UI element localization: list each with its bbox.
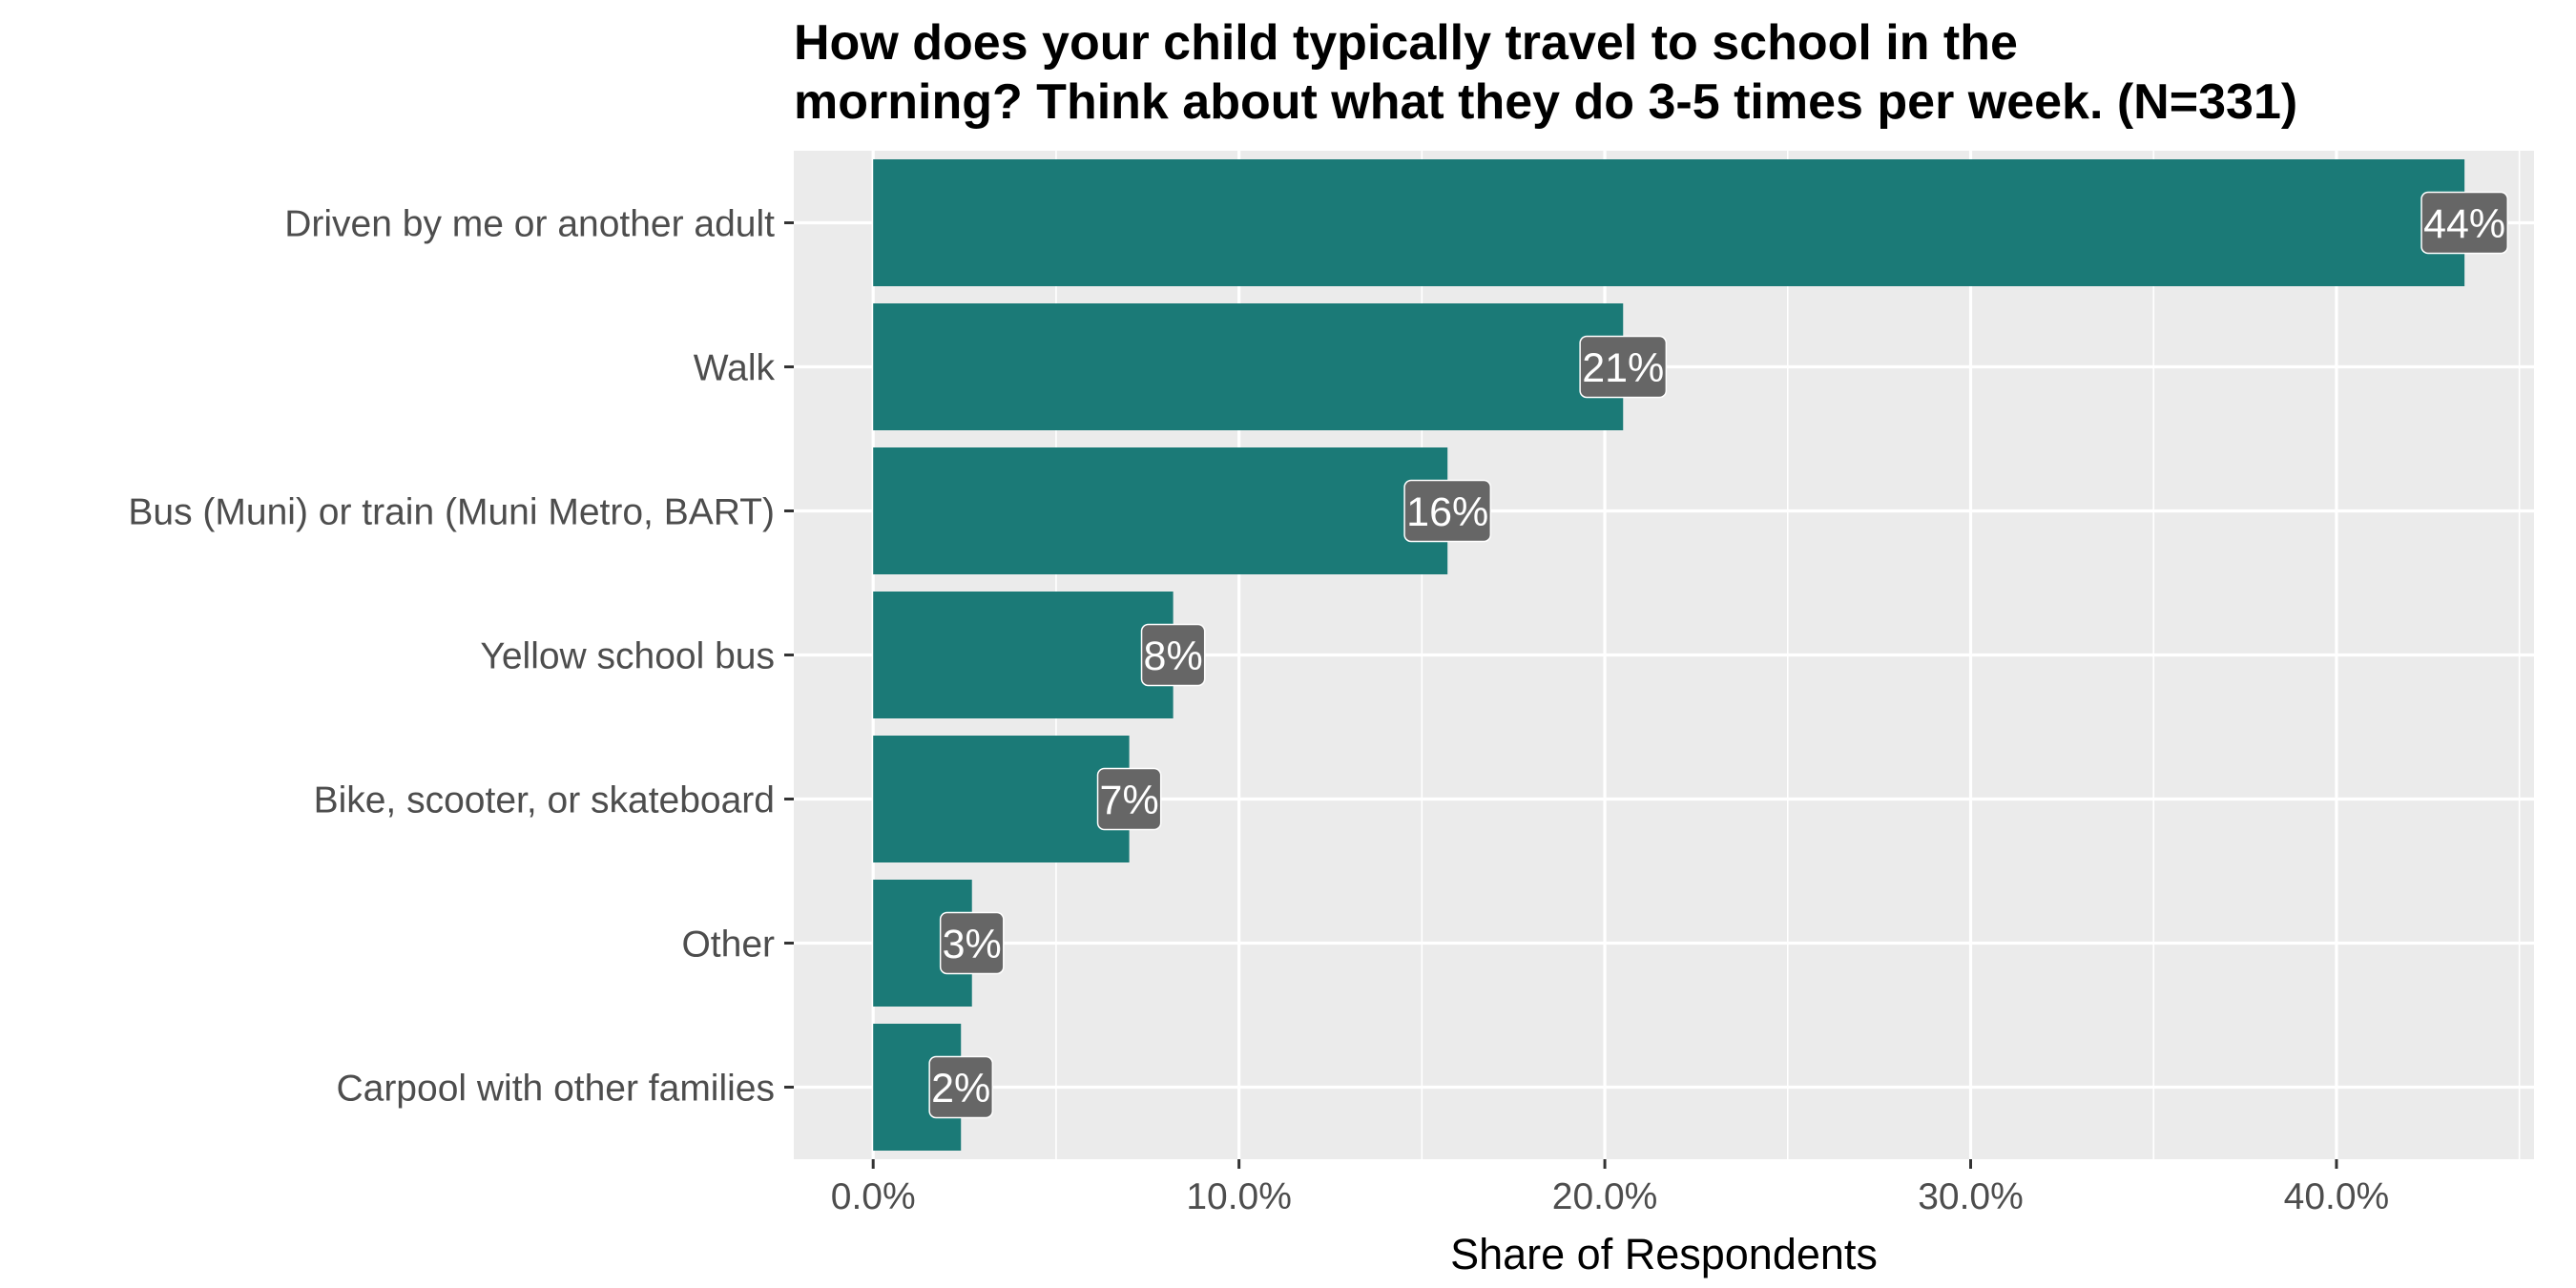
data-label: 44% [2420, 191, 2509, 255]
y-tick-label: Yellow school bus [480, 636, 775, 677]
y-tick-label: Driven by me or another adult [284, 204, 775, 245]
y-tick-label: Other [681, 924, 775, 966]
data-label: 21% [1579, 335, 1668, 399]
x-tick-label: 0.0% [831, 1176, 916, 1217]
data-label-box [1579, 335, 1668, 399]
chart-title-line-1: How does your child typically travel to … [794, 15, 2018, 71]
data-label-text: 16% [1406, 489, 1488, 535]
chart-title: How does your child typically travel to … [794, 13, 2511, 132]
y-tick-label: Carpool with other families [336, 1069, 775, 1110]
data-label: 16% [1403, 479, 1492, 543]
data-label-text: 7% [1100, 778, 1159, 823]
bar [873, 303, 1624, 430]
data-label-box [939, 911, 1005, 975]
data-label-box [1403, 479, 1492, 543]
x-axis: 0.0% 10.0% 20.0% 30.0% 40.0% [831, 1159, 2389, 1217]
y-tick-label: Walk [694, 348, 776, 389]
data-label-text: 21% [1582, 345, 1664, 391]
y-axis: Driven by me or another adult Walk Bus (Mu… [128, 204, 794, 1110]
data-label-box [1096, 767, 1162, 831]
x-tick-label: 20.0% [1552, 1176, 1658, 1217]
bar [873, 592, 1174, 718]
y-tick-label: Bus (Muni) or train (Muni Metro, BART) [128, 492, 775, 533]
data-label-box [1140, 623, 1206, 687]
data-label-text: 44% [2423, 201, 2505, 247]
data-label-box [928, 1055, 994, 1119]
data-label: 3% [939, 911, 1005, 975]
y-tick-label: Bike, scooter, or skateboard [314, 780, 775, 821]
data-label: 8% [1140, 623, 1206, 687]
bars [873, 159, 2465, 1151]
data-label-text: 8% [1144, 634, 1203, 679]
data-label: 7% [1096, 767, 1162, 831]
bar [873, 159, 2465, 286]
data-label-text: 3% [943, 922, 1002, 967]
bar [873, 447, 1448, 574]
data-label-text: 2% [931, 1066, 990, 1111]
data-labels: 44% 21% 16% 8% 7% 3% 2% [928, 191, 2509, 1119]
chart-title-line-2: morning? Think about what they do 3-5 ti… [794, 74, 2298, 130]
x-tick-label: 10.0% [1186, 1176, 1292, 1217]
x-tick-label: 40.0% [2284, 1176, 2390, 1217]
bar [873, 736, 1130, 862]
x-tick-label: 30.0% [1918, 1176, 2024, 1217]
x-axis-title: Share of Respondents [1450, 1230, 1878, 1278]
data-label-box [2420, 191, 2509, 255]
data-label: 2% [928, 1055, 994, 1119]
